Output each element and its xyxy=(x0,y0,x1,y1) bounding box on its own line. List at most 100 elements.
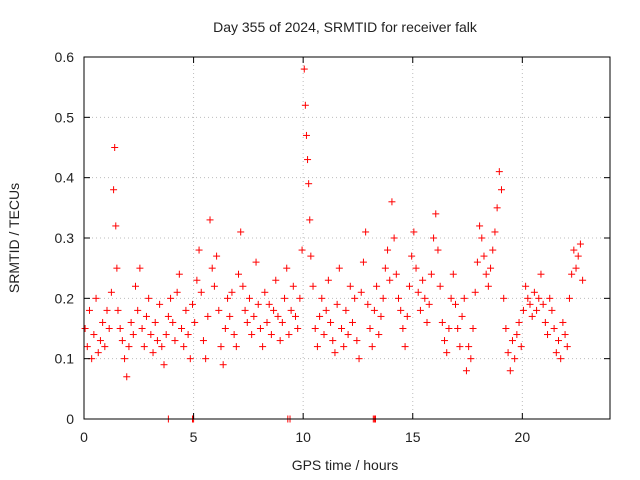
data-point xyxy=(301,101,309,109)
data-point xyxy=(524,294,532,302)
data-point xyxy=(245,294,253,302)
data-point xyxy=(121,355,129,363)
data-point xyxy=(362,228,370,236)
data-point xyxy=(226,312,234,320)
chart-title: Day 355 of 2024, SRMTID for receiver fal… xyxy=(213,19,478,35)
data-point xyxy=(443,349,451,357)
data-point xyxy=(322,306,330,314)
data-point xyxy=(355,355,363,363)
data-point xyxy=(138,325,146,332)
data-point xyxy=(304,156,312,164)
data-point xyxy=(419,276,427,284)
data-point xyxy=(114,306,122,314)
data-point xyxy=(184,331,192,339)
data-point xyxy=(217,343,225,351)
data-point xyxy=(388,198,396,206)
data-point xyxy=(359,258,367,266)
data-point xyxy=(517,343,525,351)
data-point xyxy=(267,331,275,339)
data-point xyxy=(327,318,335,326)
data-point xyxy=(535,294,543,302)
data-point xyxy=(116,325,124,332)
data-point xyxy=(432,210,440,218)
data-point xyxy=(191,318,199,326)
data-point xyxy=(519,306,527,314)
y-tick-label: 0 xyxy=(66,411,74,427)
data-point xyxy=(397,306,405,314)
x-axis-label: GPS time / hours xyxy=(292,457,399,473)
data-point xyxy=(348,318,356,326)
x-tick-label: 0 xyxy=(80,429,88,445)
data-point xyxy=(471,288,479,296)
data-point xyxy=(213,252,221,260)
data-point xyxy=(173,288,181,296)
data-point xyxy=(342,306,350,314)
data-point xyxy=(309,282,317,290)
data-point xyxy=(263,318,271,326)
data-point xyxy=(167,294,175,302)
data-point xyxy=(410,228,418,236)
data-point xyxy=(302,131,310,139)
data-point xyxy=(202,355,210,363)
data-point xyxy=(574,252,582,260)
data-point xyxy=(90,331,98,339)
data-point xyxy=(460,294,468,302)
data-point xyxy=(96,337,104,345)
data-point xyxy=(544,331,552,339)
data-point xyxy=(449,270,457,278)
data-point xyxy=(357,288,365,296)
data-point xyxy=(145,294,153,302)
data-point xyxy=(162,331,170,339)
data-point xyxy=(395,294,403,302)
data-point xyxy=(158,343,166,351)
data-point xyxy=(405,282,413,290)
data-point xyxy=(491,228,499,236)
data-point xyxy=(296,294,304,302)
data-point xyxy=(261,288,269,296)
data-point xyxy=(274,312,282,320)
data-point xyxy=(434,246,442,254)
data-point xyxy=(285,331,293,339)
data-point xyxy=(294,325,302,332)
grid xyxy=(84,57,610,419)
data-point xyxy=(306,216,314,224)
data-point xyxy=(103,306,111,314)
data-point xyxy=(541,318,549,326)
data-point xyxy=(256,325,264,332)
data-point xyxy=(132,282,140,290)
y-tick-label: 0.1 xyxy=(55,351,75,367)
data-point xyxy=(403,312,411,320)
data-point xyxy=(530,288,538,296)
data-point xyxy=(414,288,422,296)
data-point xyxy=(287,306,295,314)
data-point xyxy=(370,306,378,314)
data-point xyxy=(193,276,201,284)
data-point xyxy=(105,325,113,332)
data-point xyxy=(85,306,93,314)
data-point xyxy=(500,294,508,302)
data-point xyxy=(230,331,238,339)
x-tick-label: 20 xyxy=(515,429,531,445)
data-point xyxy=(232,343,240,351)
data-point xyxy=(180,343,188,351)
data-points xyxy=(81,65,587,423)
data-point xyxy=(392,270,400,278)
data-point xyxy=(313,343,321,351)
data-point xyxy=(182,306,190,314)
data-point xyxy=(445,325,453,332)
data-point xyxy=(153,337,161,345)
data-point xyxy=(243,318,251,326)
data-point xyxy=(467,355,475,363)
data-point xyxy=(408,252,416,260)
data-point xyxy=(83,343,91,351)
data-point xyxy=(476,222,484,230)
data-point xyxy=(559,318,567,326)
data-point xyxy=(210,282,218,290)
data-point xyxy=(563,343,571,351)
data-point xyxy=(412,264,420,272)
data-point xyxy=(142,312,150,320)
data-point xyxy=(493,204,501,212)
data-point xyxy=(379,294,387,302)
data-point xyxy=(208,264,216,272)
data-point xyxy=(199,337,207,345)
